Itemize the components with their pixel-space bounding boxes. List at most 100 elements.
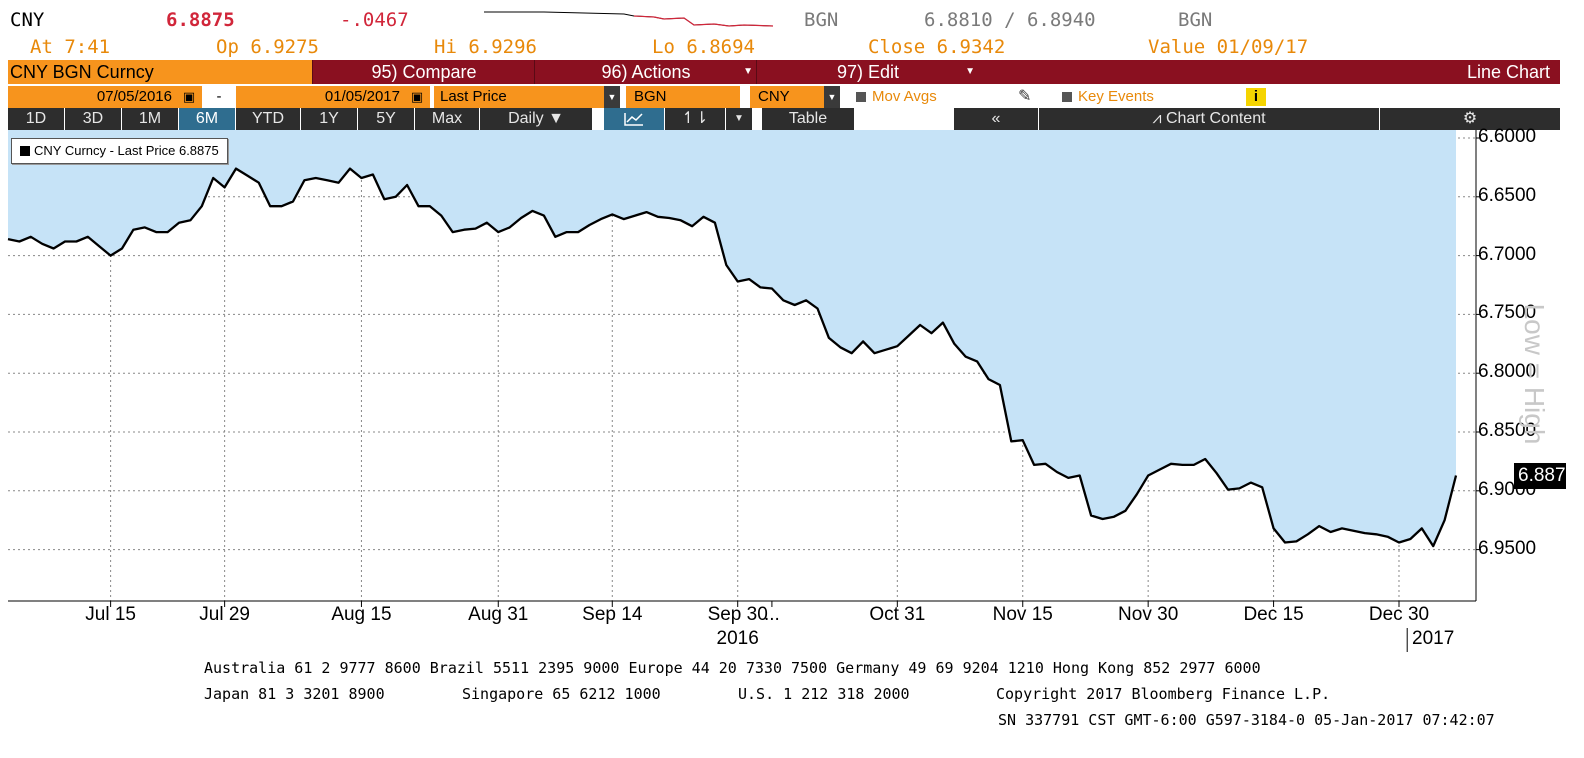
edit-label: 97) Edit [836,62,900,82]
year-label: 2017 [1412,628,1455,649]
data-point [1147,474,1149,476]
period-1d[interactable]: 1D [8,108,64,130]
data-point [714,222,716,224]
data-point [953,343,955,345]
data-point [406,184,408,186]
bar-type-icon[interactable]: ↿⇂ [665,108,725,130]
period-ytd[interactable]: YTD [236,108,300,130]
footer-us: U.S. 1 212 318 2000 [738,685,910,703]
data-point [1272,527,1274,529]
period-1y[interactable]: 1Y [301,108,357,130]
data-point [725,264,727,266]
data-point [132,229,134,231]
data-point [828,337,830,339]
data-point [611,213,613,215]
price-line [7,167,1458,548]
calendar-icon[interactable]: ▣ [404,86,430,108]
right-axis-title: Low = High [1519,303,1550,445]
period-5y[interactable]: 5Y [358,108,414,130]
line-chart-glyph [624,113,643,126]
y-tick-label: 6.6000 [1478,126,1537,147]
period-6m[interactable]: 6M [179,108,235,130]
data-point [816,307,818,309]
calendar-icon[interactable]: ▣ [176,86,202,108]
chevron-down-icon[interactable]: ▼ [726,108,752,130]
data-point [486,222,488,224]
data-point [1124,510,1126,512]
ask-source: BGN [1178,9,1213,31]
value-date-label: Value 01/09/17 [1148,36,1309,58]
chart-content-icon: ⩘ [1152,110,1166,127]
source-select[interactable]: BGN [626,86,740,108]
data-point [269,205,271,207]
chevron-down-icon[interactable]: ▼ [824,86,840,108]
data-point [1170,463,1172,465]
footer-japan: Japan 81 3 3201 8900 [204,685,385,703]
chevron-down-icon: ▼ [965,66,975,77]
compare-button[interactable]: 95) Compare [312,60,535,84]
data-point [851,352,853,354]
data-point [1113,516,1115,518]
table-button[interactable]: Table [762,108,854,130]
high-label: Hi 6.9296 [434,36,537,58]
checkbox-icon[interactable] [856,92,866,102]
data-point [976,360,978,362]
x-tick-label: ... [763,604,780,625]
data-point [178,222,180,224]
data-point [1067,477,1069,479]
key-events-toggle[interactable]: Key Events [1078,88,1154,105]
data-point [1010,440,1012,442]
data-point [839,346,841,348]
data-point [1056,471,1058,473]
edit-button[interactable]: 97) Edit ▼ [756,60,979,84]
checkbox-icon[interactable] [1062,92,1072,102]
data-point [7,238,9,240]
data-point [41,243,43,245]
intraday-sparkline [484,11,774,27]
data-point [999,384,1001,386]
footer-session: SN 337791 CST GMT-6:00 G597-3184-0 05-Ja… [998,711,1495,729]
collapse-button[interactable]: « [954,108,1038,130]
low-label: Lo 6.8694 [652,36,755,58]
chart-legend[interactable]: CNY Curncy - Last Price 6.8875 [11,138,228,164]
data-point [326,179,328,181]
pencil-icon[interactable]: ✎ [1018,88,1032,105]
data-point [1079,474,1081,476]
info-icon[interactable]: i [1246,88,1266,106]
y-tick-label: 6.6500 [1478,184,1537,206]
frequency-select[interactable]: Daily ▼ [480,108,592,130]
data-point [862,340,864,342]
data-point [1386,536,1388,538]
period-max[interactable]: Max [415,108,479,130]
data-point [372,173,374,175]
period-3d[interactable]: 3D [65,108,121,130]
start-date-input[interactable]: 07/05/2016 [8,86,176,108]
chart-type-label[interactable]: Line Chart [1466,62,1550,82]
data-point [337,182,339,184]
currency-select[interactable]: CNY [750,86,824,108]
actions-button[interactable]: 96) Actions ▼ [534,60,757,84]
data-point [1136,493,1138,495]
data-point [588,224,590,226]
data-point [98,245,100,247]
field-select[interactable]: Last Price [434,86,604,108]
close-label: Close 6.9342 [868,36,1006,58]
data-point [919,324,921,326]
data-point [805,299,807,301]
ticker: CNY [10,9,45,31]
data-point [1261,486,1263,488]
chevron-down-icon[interactable]: ▼ [604,86,620,108]
mov-avgs-toggle[interactable]: Mov Avgs [872,88,937,105]
end-date-input[interactable]: 01/05/2017 [236,86,404,108]
security-field[interactable]: CNY BGN Curncy [8,60,314,84]
chart-content-button[interactable]: ⩘ Chart Content [1039,108,1379,130]
data-point [87,236,89,238]
line-chart-icon[interactable] [604,108,664,130]
data-point [452,231,454,233]
settings-gear-icon[interactable]: ⚙ [1380,108,1560,130]
x-tick-label: Dec 15 [1243,604,1304,625]
data-point [1227,488,1229,490]
open-label: Op 6.9275 [216,36,319,58]
data-point [668,217,670,219]
period-1m[interactable]: 1M [122,108,178,130]
